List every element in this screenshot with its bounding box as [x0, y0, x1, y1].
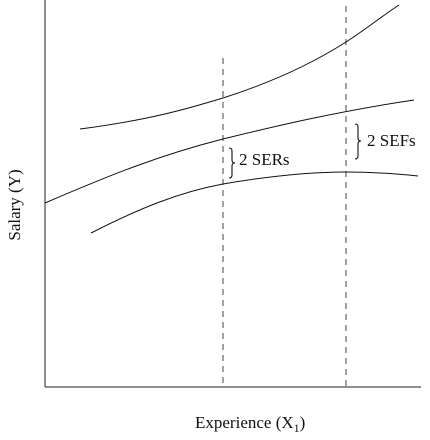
x-axis-label-main: Experience (X [195, 413, 294, 432]
regression-line [44, 99, 415, 204]
upper-prediction-curve [79, 4, 400, 130]
x-axis-label-subscript: 1 [294, 421, 300, 435]
sef-brace [354, 123, 362, 160]
lower-prediction-curve [90, 171, 419, 234]
sef-label: 2 SEFs [367, 131, 416, 150]
ser-label: 2 SERs [239, 150, 290, 169]
x-axis-label-close: ) [300, 413, 306, 432]
ser-brace [228, 147, 236, 179]
y-axis-label: Salary (Y) [5, 169, 24, 240]
x-axis-label: Experience (X1) [195, 413, 305, 435]
